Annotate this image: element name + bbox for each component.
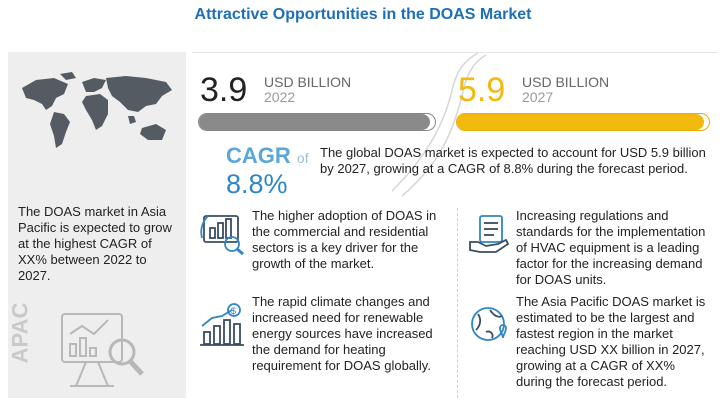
- globe-location-icon: [471, 307, 507, 341]
- chart-magnifier-icon: [61, 313, 144, 387]
- unit-2027: USD BILLION 2027: [522, 75, 609, 105]
- year-2022: 2022: [264, 89, 296, 105]
- bar-2022-fill: [199, 114, 431, 130]
- world-map-icon: [22, 72, 172, 148]
- chart-growth-icon: [200, 215, 244, 256]
- left-panel: The DOAS market in Asia Pacific is expec…: [7, 52, 186, 398]
- point-3-text: The rapid climate changes and increased …: [252, 294, 433, 373]
- stats-panel: 3.9 USD BILLION 2022 5.9 USD BILLION 202…: [192, 52, 718, 203]
- value-2022: 3.9: [200, 71, 248, 109]
- bar-2027-fill: [457, 114, 704, 130]
- page-title: Attractive Opportunities in the DOAS Mar…: [194, 6, 532, 23]
- value-2027: 5.9: [458, 71, 506, 109]
- point-4-text: The Asia Pacific DOAS market is estimate…: [516, 294, 706, 389]
- svg-text:$: $: [231, 306, 236, 316]
- regulation-hand-icon: [469, 215, 510, 253]
- asia-pacific-text: The DOAS market in Asia Pacific is expec…: [18, 204, 172, 283]
- cagr-of: of: [296, 150, 309, 166]
- cagr-label: CAGR of: [226, 143, 309, 169]
- bar-2022: [198, 113, 436, 131]
- dollar-bars-icon: $: [200, 303, 244, 346]
- points-divider: [457, 208, 458, 398]
- decorative-curves: [391, 52, 487, 197]
- region-label: APAC: [7, 302, 33, 364]
- unit-2022-label: USD BILLION: [264, 74, 352, 90]
- cagr-text: CAGR: [226, 143, 291, 168]
- summary-text: The global DOAS market is expected to ac…: [320, 145, 706, 176]
- unit-2027-label: USD BILLION: [522, 74, 610, 90]
- bar-2027: [456, 113, 710, 131]
- cagr-value: 8.8%: [226, 169, 288, 199]
- point-1-text: The higher adoption of DOAS in the comme…: [252, 208, 437, 271]
- point-2-text: Increasing regulations and standards for…: [516, 208, 706, 287]
- year-2027: 2027: [522, 89, 554, 105]
- unit-2022: USD BILLION 2022: [264, 75, 351, 105]
